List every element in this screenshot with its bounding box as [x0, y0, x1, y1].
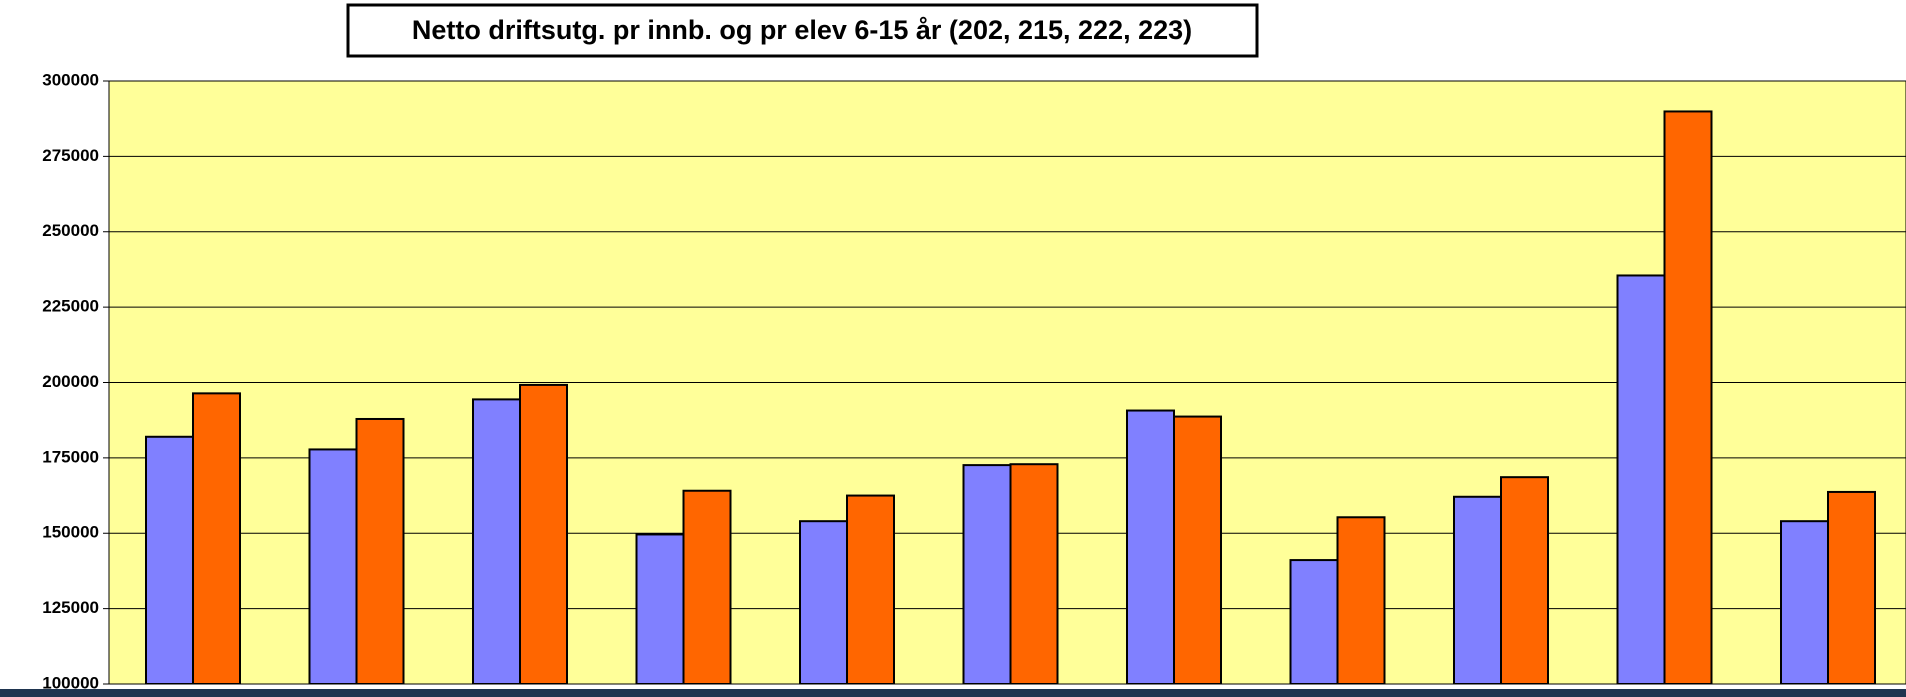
bars	[145, 110, 1876, 684]
bar	[1500, 476, 1549, 684]
y-tick-label: 250000	[42, 221, 99, 240]
bar	[1173, 415, 1222, 684]
bar	[1336, 516, 1386, 684]
bar	[1616, 274, 1666, 684]
bar	[1663, 110, 1713, 684]
bar	[1126, 409, 1175, 684]
bar	[1453, 495, 1502, 684]
y-tick-label: 275000	[42, 146, 99, 165]
bar	[355, 417, 405, 684]
bar	[682, 489, 732, 684]
y-tick-label: 300000	[42, 70, 99, 89]
y-tick-label: 175000	[42, 447, 99, 466]
y-tick-label: 225000	[42, 297, 99, 316]
bar	[1827, 490, 1876, 684]
bar	[635, 533, 685, 684]
bar	[519, 383, 568, 684]
bar	[1289, 559, 1339, 684]
bar	[846, 494, 895, 684]
bar	[192, 392, 241, 684]
bar	[472, 398, 521, 684]
y-tick-label: 125000	[42, 598, 99, 617]
y-tick-label: 150000	[42, 523, 99, 542]
bar	[799, 520, 848, 684]
bar	[1009, 463, 1059, 684]
bar	[308, 448, 358, 684]
chart-title: Netto driftsutg. pr innb. og pr elev 6-1…	[412, 15, 1192, 45]
bottom-strip	[0, 689, 1906, 697]
bar	[962, 464, 1012, 684]
bar	[1780, 520, 1829, 684]
y-tick-label: 100000	[42, 673, 99, 692]
title-box	[346, 3, 1259, 58]
bar	[145, 435, 194, 684]
y-tick-label: 200000	[42, 372, 99, 391]
